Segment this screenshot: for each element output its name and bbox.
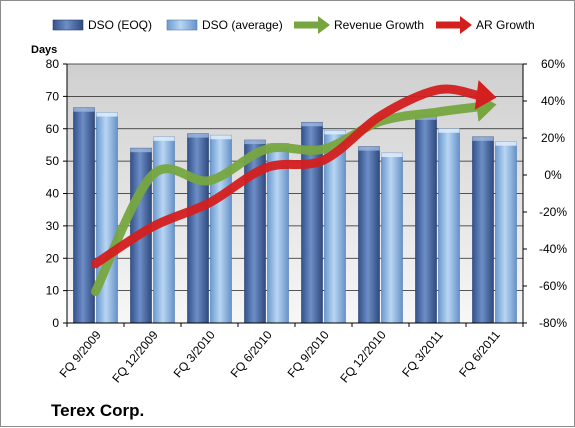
bar-dso-average-cap	[495, 141, 517, 146]
x-tick-label: FQ 6/2010	[228, 328, 275, 381]
x-tick-label: FQ 9/2009	[57, 328, 104, 381]
right-tick-label: -40%	[539, 242, 567, 256]
x-tick-label: FQ 9/2010	[285, 328, 332, 381]
right-tick-label: 40%	[541, 94, 565, 108]
bar-dso-eoq-cap	[130, 148, 152, 153]
bar-dso-average-cap	[153, 136, 175, 141]
left-tick-label: 70	[46, 89, 60, 103]
left-tick-label: 40	[46, 187, 60, 201]
bar-dso-eoq-cap	[301, 122, 323, 127]
x-tick-label: FQ 3/2010	[171, 328, 218, 381]
revenue-growth-line	[91, 102, 482, 297]
axes	[63, 63, 527, 327]
bar-dso-eoq-cap	[73, 107, 95, 112]
bar-dso-average	[210, 134, 232, 324]
x-axis-ticks: FQ 9/2009 FQ 12/2009 FQ 3/2010 FQ 6/2010 FQ …	[57, 328, 503, 386]
bar-dso-average-cap	[96, 112, 118, 117]
x-tick-label: FQ 12/2009	[109, 328, 161, 386]
bar-dso-average-cap	[381, 153, 403, 158]
legend-swatch-arrowhead	[318, 16, 330, 34]
bar-dso-average	[381, 152, 403, 324]
right-tick-label: -20%	[539, 205, 567, 219]
right-tick-label: 0%	[544, 168, 562, 182]
bar-dso-eoq	[472, 136, 494, 324]
right-tick-label: 20%	[541, 131, 565, 145]
bar-dso-eoq	[415, 115, 437, 324]
x-tick-label: FQ 12/2010	[337, 328, 389, 386]
left-tick-label: 50	[46, 154, 60, 168]
legend-label: DSO (EOQ)	[88, 18, 152, 32]
legend-swatch-arrowhead	[460, 16, 472, 34]
left-tick-label: 10	[46, 284, 60, 298]
right-axis-ticks: -80% -60% -40% -20% 0% 20% 40% 60%	[539, 57, 567, 330]
left-tick-label: 80	[46, 57, 60, 71]
chart-title: Terex Corp.	[51, 401, 144, 420]
left-tick-label: 30	[46, 219, 60, 233]
bar-dso-eoq	[358, 146, 380, 324]
left-axis-ticks: 0 10 20 30 40 50 60 70 80	[46, 57, 60, 330]
ar-growth-arrowhead	[474, 80, 497, 110]
bar-dso-average-cap	[210, 135, 232, 140]
right-tick-label: -80%	[539, 316, 567, 330]
legend: DSO (EOQ) DSO (average) Revenue Growth AR G…	[52, 16, 535, 34]
growth-lines	[91, 80, 497, 297]
legend-label: Revenue Growth	[334, 18, 424, 32]
bar-dso-average-cap	[324, 130, 346, 135]
bar-dso-average	[438, 128, 460, 324]
bar-dso-average	[495, 141, 517, 324]
legend-label: AR Growth	[476, 18, 535, 32]
bar-dso-eoq-cap	[187, 133, 209, 138]
x-tick-label: FQ 3/2011	[399, 328, 446, 380]
bar-dso-eoq-cap	[358, 146, 380, 151]
bar-dso-eoq-cap	[472, 136, 494, 141]
right-tick-label: 60%	[541, 57, 565, 71]
x-tick-label: FQ 6/2011	[456, 328, 503, 380]
left-tick-label: 20	[46, 251, 60, 265]
ar-growth-line	[91, 84, 482, 269]
legend-swatch-dso-eoq	[52, 19, 84, 31]
bar-dso-eoq-cap	[244, 140, 266, 145]
right-tick-label: -60%	[539, 279, 567, 293]
left-tick-label: 0	[52, 316, 59, 330]
left-axis-title: Days	[31, 44, 57, 56]
bar-dso-eoq	[187, 133, 209, 324]
bar-dso-average-cap	[438, 128, 460, 133]
left-tick-label: 60	[46, 122, 60, 136]
legend-swatch-dso-average	[166, 19, 198, 31]
legend-label: DSO (average)	[202, 18, 283, 32]
